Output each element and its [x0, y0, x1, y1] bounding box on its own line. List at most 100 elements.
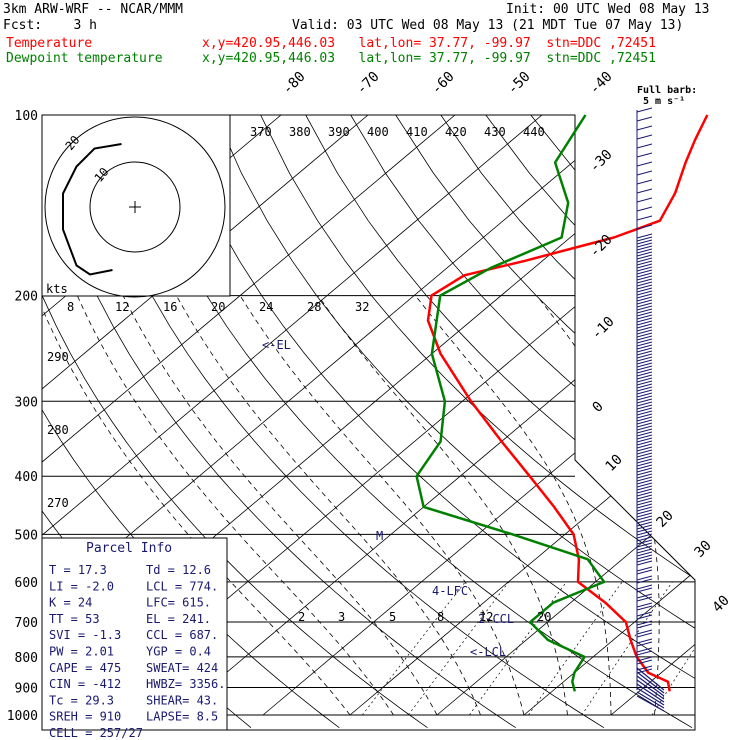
wind-barb [636, 566, 653, 572]
ccl-label: 2-CCL [478, 612, 514, 626]
wind-barb [636, 518, 653, 524]
wind-barb [636, 560, 653, 566]
dry-adiabat-line [575, 115, 695, 729]
hodo-speed-label: 32 [355, 300, 369, 314]
parcel-row-right: SHEAR= 43. [146, 693, 218, 707]
isotherm-line [42, 115, 630, 716]
theta-e-label: 380 [289, 125, 311, 139]
moist-adiabat-line [42, 295, 351, 716]
wind-barb [636, 671, 665, 694]
theta-e-label: 430 [484, 125, 506, 139]
wind-barb [636, 641, 653, 647]
el-label: <-EL [262, 338, 291, 352]
wind-barb [636, 647, 653, 653]
sounding-lines [415, 114, 709, 692]
wind-barb [636, 254, 653, 260]
wind-barb [636, 179, 653, 185]
wind-barb [636, 527, 653, 533]
wind-barb [636, 575, 653, 581]
theta-e-label: 420 [445, 125, 467, 139]
wind-barb [636, 263, 653, 269]
wind-barb [636, 584, 653, 590]
full-barb-note: Full barb: [637, 85, 697, 96]
dry-adiabat-label: 280 [47, 423, 69, 437]
parcel-row-left: CAPE = 475 [49, 661, 121, 675]
wind-barb [636, 245, 653, 251]
theta-e-label: 400 [367, 125, 389, 139]
wind-barb [636, 329, 653, 335]
wind-barb [636, 347, 653, 353]
wind-barb [636, 233, 653, 239]
wind-barb [636, 389, 653, 395]
parcel-row-right: LFC= 615. [146, 596, 211, 610]
wind-barb [636, 161, 653, 167]
wind-barb [636, 302, 653, 308]
hodograph-ring [44, 116, 226, 298]
pressure-label: 200 [15, 290, 38, 305]
wind-barb [636, 275, 653, 281]
wind-barb [636, 284, 653, 290]
wind-barb [636, 611, 653, 617]
isotherm-line [436, 115, 695, 716]
wind-barb [636, 695, 665, 712]
header: 3km ARW-WRF -- NCAR/MMM Fcst: 3 h Init: … [0, 0, 740, 70]
parcel-row-left: T = 17.3 [49, 563, 107, 577]
dry-adiabat-line [620, 115, 695, 729]
full-barb-note: 5 m s⁻¹ [643, 96, 685, 107]
pressure-label: 700 [15, 616, 38, 631]
hodograph-frame [41, 114, 231, 297]
temperature-line [426, 114, 709, 692]
hodo-speed-label: 20 [211, 300, 225, 314]
hodo-speed-label: 12 [115, 300, 129, 314]
parcel-row-left: CELL = 257/27 [49, 726, 143, 740]
isotherm-line [42, 115, 456, 716]
wind-barb [636, 554, 653, 560]
location-line-green: x,y=420.95,446.03 lat,lon= 37.77, -99.97… [202, 51, 656, 66]
wind-barb [636, 125, 653, 131]
wind-barb [636, 437, 653, 443]
wind-barb [636, 386, 653, 392]
wind-barb [636, 569, 653, 575]
wind-barb [636, 515, 653, 521]
mixing-ratio-line [362, 581, 466, 716]
pressure-label: 600 [15, 576, 38, 591]
wind-barb [636, 383, 653, 389]
wind-barb [636, 419, 653, 425]
dry-adiabat-line [305, 115, 695, 729]
wind-barb [636, 422, 653, 428]
wind-barb [636, 494, 653, 500]
wind-barb [636, 188, 653, 194]
wind-barb [636, 443, 653, 449]
pressure-label: 1000 [7, 709, 38, 724]
parcel-title: Parcel Info [86, 541, 172, 556]
wind-barb [636, 206, 653, 212]
moist-adiabat-line [536, 295, 660, 716]
wind-barb [636, 335, 653, 341]
wind-barb [636, 488, 653, 494]
wind-barb [636, 602, 653, 608]
mixing-ratio-label: 12 [479, 610, 493, 624]
hodo-speed-label: 8 [67, 300, 74, 314]
wind-barb [636, 446, 653, 452]
hodograph-ring [89, 161, 181, 253]
wind-barb [636, 638, 653, 644]
wind-barb [636, 458, 653, 464]
wind-barb [636, 440, 653, 446]
parcel-row-left: SVI = -1.3 [49, 628, 121, 642]
wind-barb [636, 353, 653, 359]
wind-barb [636, 413, 653, 419]
theta-e-label: 390 [328, 125, 350, 139]
wind-barb [636, 557, 653, 563]
isotherm-label: -70 [354, 69, 383, 98]
wind-barb [636, 266, 653, 272]
wind-barb [636, 236, 653, 242]
wind-barb [636, 398, 653, 404]
parcel-row-right: CCL = 687. [146, 628, 218, 642]
mixing-ratio-label: 20 [537, 610, 551, 624]
parcel-row-right: Td = 12.6 [146, 563, 211, 577]
wind-barb [636, 551, 653, 557]
wind-barb [636, 578, 653, 584]
wind-barbs [636, 107, 665, 712]
dewpoint-legend: Dewpoint temperature [6, 51, 163, 66]
